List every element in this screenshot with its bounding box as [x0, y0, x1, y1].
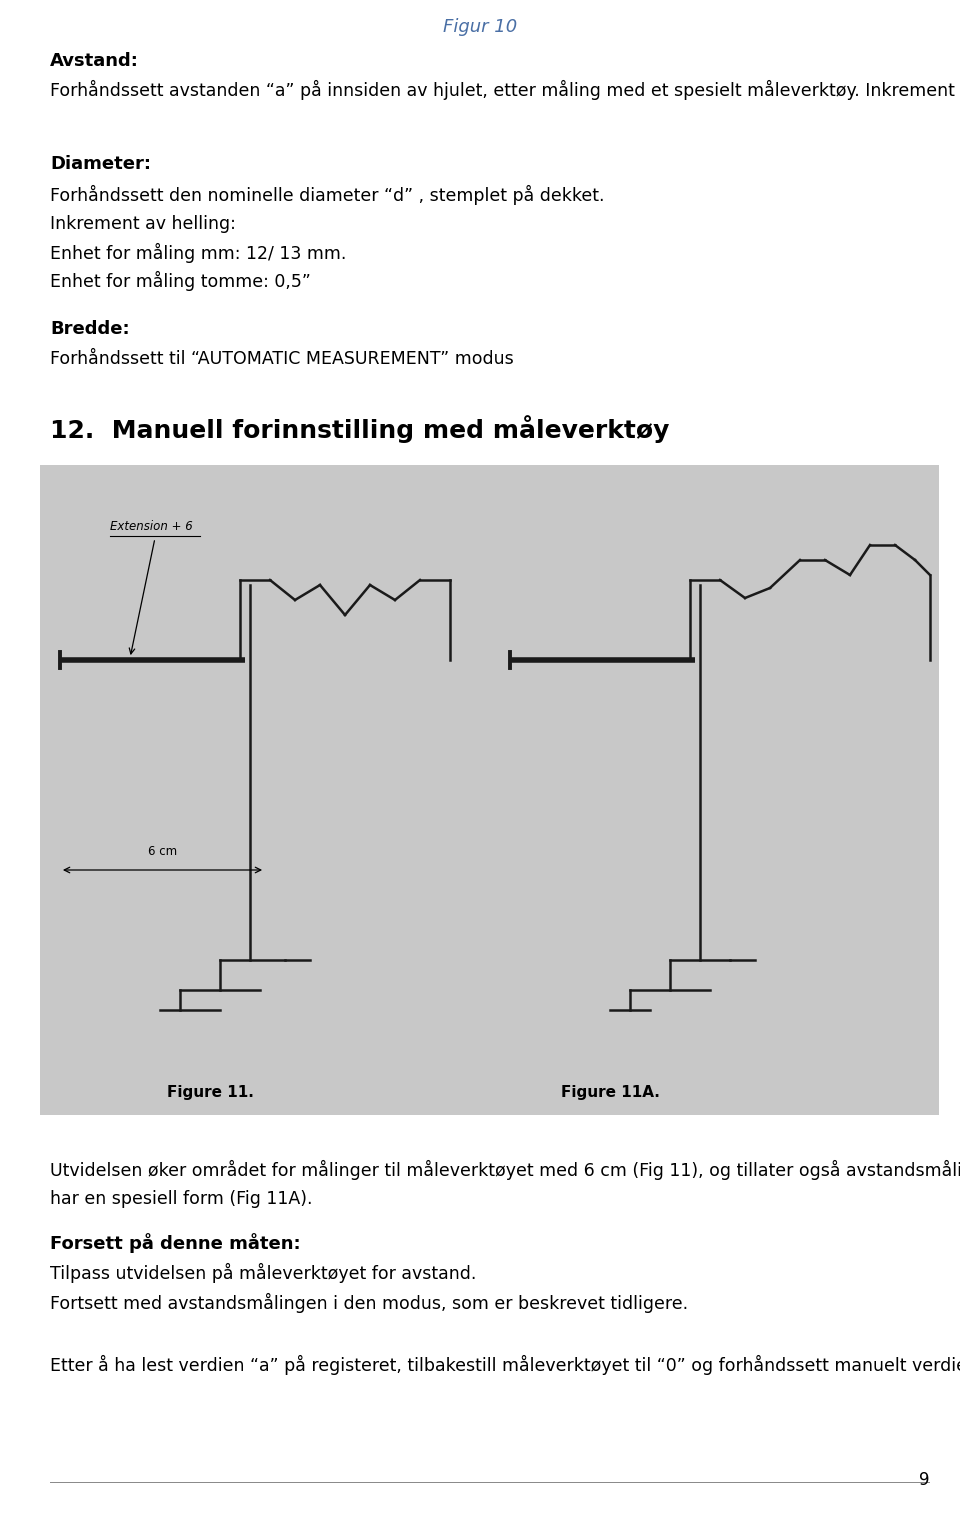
Text: 9: 9 — [919, 1471, 929, 1490]
Text: Forhåndssett avstanden “a” på innsiden av hjulet, etter måling med et spesielt m: Forhåndssett avstanden “a” på innsiden a… — [50, 80, 960, 100]
Text: Forsett på denne måten:: Forsett på denne måten: — [50, 1233, 300, 1253]
Text: Utvidelsen øker området for målinger til måleverktøyet med 6 cm (Fig 11), og til: Utvidelsen øker området for målinger til… — [50, 1161, 960, 1180]
Text: Bredde:: Bredde: — [50, 320, 130, 338]
Text: 12.  Manuell forinnstilling med måleverktøy: 12. Manuell forinnstilling med måleverkt… — [50, 416, 669, 443]
Text: Enhet for måling mm: 12/ 13 mm.: Enhet for måling mm: 12/ 13 mm. — [50, 243, 347, 262]
Text: Enhet for måling tomme: 0,5”: Enhet for måling tomme: 0,5” — [50, 272, 311, 291]
Text: Figure 11.: Figure 11. — [167, 1085, 253, 1100]
Text: Avstand:: Avstand: — [50, 52, 139, 70]
Text: Figure 11A.: Figure 11A. — [561, 1085, 660, 1100]
Text: Extension + 6: Extension + 6 — [110, 520, 193, 532]
Text: Fortsett med avstandsmålingen i den modus, som er beskrevet tidligere.: Fortsett med avstandsmålingen i den modu… — [50, 1292, 688, 1314]
Text: Etter å ha lest verdien “a” på registeret, tilbakestill måleverktøyet til “0” og: Etter å ha lest verdien “a” på registere… — [50, 1355, 960, 1374]
Text: Inkrement av helling:: Inkrement av helling: — [50, 215, 236, 234]
Text: Forhåndssett til “AUTOMATIC MEASUREMENT” modus: Forhåndssett til “AUTOMATIC MEASUREMENT”… — [50, 350, 514, 369]
Text: Forhåndssett den nominelle diameter “d” , stemplet på dekket.: Forhåndssett den nominelle diameter “d” … — [50, 185, 605, 205]
Bar — [40, 466, 939, 1115]
Text: Tilpass utvidelsen på måleverktøyet for avstand.: Tilpass utvidelsen på måleverktøyet for … — [50, 1264, 476, 1283]
Text: 6 cm: 6 cm — [148, 845, 177, 859]
Text: Diameter:: Diameter: — [50, 155, 151, 173]
Text: har en spesiell form (Fig 11A).: har en spesiell form (Fig 11A). — [50, 1189, 312, 1208]
Text: Figur 10: Figur 10 — [443, 18, 517, 36]
